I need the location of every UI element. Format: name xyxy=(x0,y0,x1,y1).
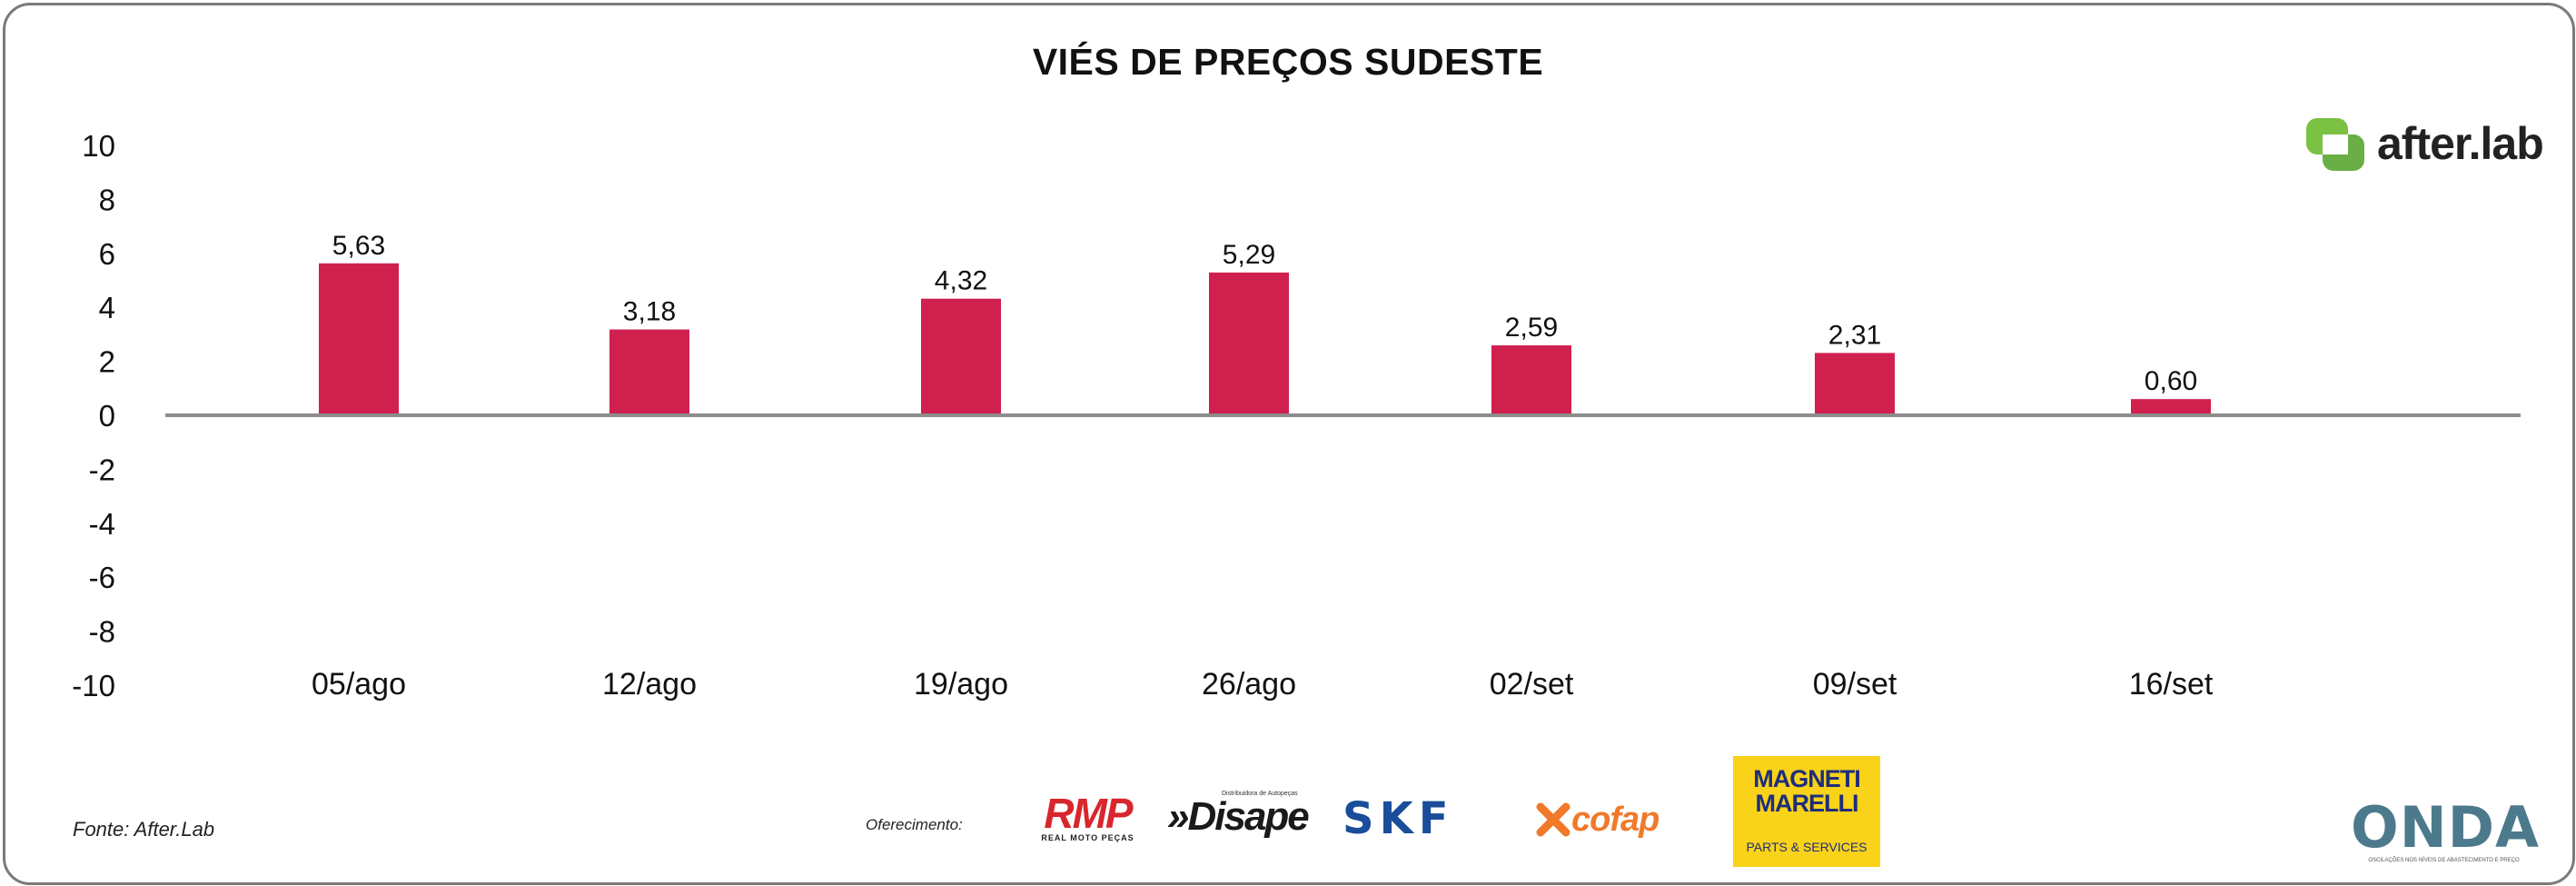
rmp-subtitle: REAL MOTO PEÇAS xyxy=(1041,833,1134,842)
bar xyxy=(609,329,689,415)
bar xyxy=(921,298,1001,415)
cofap-logo: cofap xyxy=(1535,798,1703,843)
chart-frame xyxy=(3,3,2575,885)
x-tick-label: 12/ago xyxy=(602,667,697,702)
y-tick-label: -10 xyxy=(72,669,115,702)
bar xyxy=(1491,345,1571,415)
bar xyxy=(2131,399,2211,415)
cofap-wordmark: cofap xyxy=(1571,801,1660,839)
x-tick-label: 26/ago xyxy=(1202,667,1296,702)
skf-wordmark: SKF xyxy=(1342,793,1454,844)
rmp-logo: RMP REAL MOTO PEÇAS xyxy=(1026,792,1149,843)
data-label: 5,63 xyxy=(332,231,385,261)
magneti-marelli-logo: MAGNETI MARELLI PARTS & SERVICES xyxy=(1733,756,1880,867)
source-note: Fonte: After.Lab xyxy=(73,818,215,841)
after-lab-wordmark: after.lab xyxy=(2377,118,2544,169)
after-lab-mark-icon xyxy=(2306,118,2364,171)
y-tick-label: -6 xyxy=(89,561,115,594)
y-tick-label: 10 xyxy=(82,129,115,163)
y-tick-label: -2 xyxy=(89,453,115,486)
offer-label: Oferecimento: xyxy=(866,816,963,833)
data-label: 2,31 xyxy=(1828,320,1881,350)
data-label: 2,59 xyxy=(1505,313,1558,343)
magneti-line1: MAGNETI xyxy=(1753,765,1860,792)
cofap-x-icon xyxy=(1536,802,1570,837)
x-tick-label: 09/set xyxy=(1813,667,1897,702)
x-tick-label: 05/ago xyxy=(312,667,406,702)
bar xyxy=(1815,353,1895,415)
skf-logo: SKF xyxy=(1342,796,1515,841)
data-label: 3,18 xyxy=(623,297,676,327)
data-label: 0,60 xyxy=(2145,366,2197,396)
onda-logo: ONDA OSCILAÇÕES NOS NÍVEIS DE ABASTECIME… xyxy=(2351,794,2541,868)
y-tick-label: 0 xyxy=(99,399,115,433)
bar xyxy=(1209,272,1289,415)
y-tick-label: 4 xyxy=(99,291,115,324)
y-tick-label: 6 xyxy=(99,237,115,271)
data-label: 4,32 xyxy=(935,266,987,296)
x-tick-label: 19/ago xyxy=(914,667,1008,702)
onda-subtitle: OSCILAÇÕES NOS NÍVEIS DE ABASTECIMENTO E… xyxy=(2368,858,2520,863)
disape-logo: Distribuidora de Autopeças »Disape xyxy=(1167,789,1326,843)
bar xyxy=(319,263,399,415)
y-tick-label: 2 xyxy=(99,345,115,379)
data-label: 5,29 xyxy=(1223,240,1275,270)
x-tick-label: 02/set xyxy=(1490,667,1574,702)
x-tick-label: 16/set xyxy=(2129,667,2214,702)
magneti-subtitle: PARTS & SERVICES xyxy=(1746,840,1868,854)
disape-wordmark: »Disape xyxy=(1167,794,1310,839)
y-tick-label: -8 xyxy=(89,615,115,649)
magneti-marelli-wordmark: MAGNETI MARELLI xyxy=(1733,767,1880,816)
disape-subtitle: Distribuidora de Autopeças xyxy=(1222,791,1298,797)
onda-wordmark: ONDA xyxy=(2351,794,2541,861)
rmp-wordmark: RMP xyxy=(1044,790,1133,837)
chart-title: VIÉS DE PREÇOS SUDESTE xyxy=(1032,41,1544,83)
after-lab-logo: after.lab xyxy=(2303,116,2557,171)
y-tick-label: 8 xyxy=(99,183,115,216)
magneti-line2: MARELLI xyxy=(1755,790,1859,817)
y-tick-label: -4 xyxy=(89,507,115,541)
